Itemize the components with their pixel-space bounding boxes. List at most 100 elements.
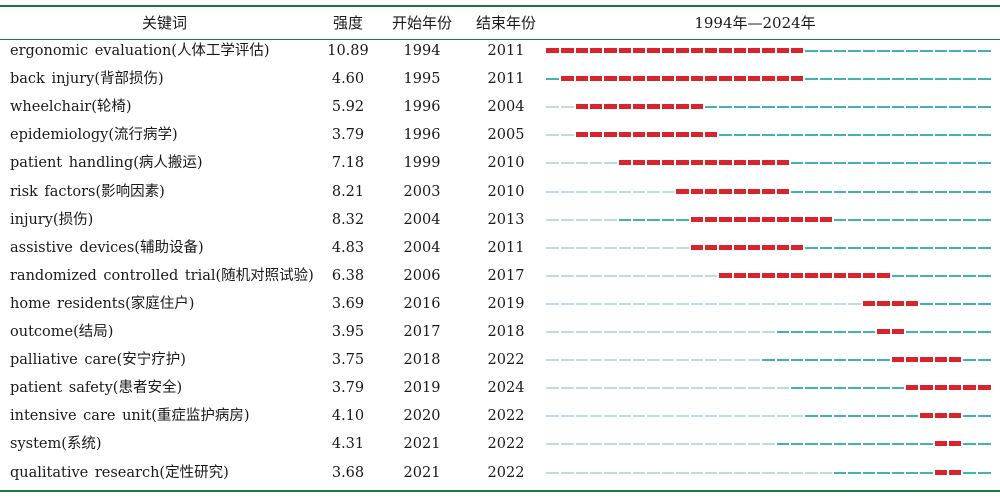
burst-timeline (546, 412, 991, 421)
year-divider (573, 356, 576, 365)
year-divider (774, 271, 777, 280)
strength-cell: 3.79 (331, 127, 365, 144)
burst-timeline (546, 243, 991, 252)
year-divider (975, 103, 978, 112)
year-divider (975, 215, 978, 224)
year-divider (688, 299, 691, 308)
year-divider (961, 356, 964, 365)
year-divider (889, 271, 892, 280)
year-divider (616, 356, 619, 365)
year-divider (932, 412, 935, 421)
year-divider (602, 103, 605, 112)
year-divider (659, 412, 662, 421)
begin-year-cell: 1994 (403, 43, 441, 59)
year-divider (961, 47, 964, 55)
year-divider (573, 328, 576, 336)
burst-timeline (546, 131, 991, 140)
year-divider (774, 328, 777, 336)
year-divider (588, 271, 591, 280)
year-divider (774, 384, 777, 393)
burst-timeline (546, 299, 991, 308)
year-divider (659, 75, 662, 84)
year-divider (645, 440, 648, 449)
year-divider (803, 103, 806, 112)
year-divider (846, 299, 849, 308)
end-year-cell: 2018 (487, 324, 525, 340)
year-divider (674, 159, 677, 168)
year-divider (961, 75, 964, 84)
year-divider (774, 215, 777, 224)
year-divider (846, 384, 849, 393)
year-divider (588, 47, 591, 55)
year-divider (918, 440, 921, 449)
year-divider (889, 215, 892, 224)
year-divider (659, 243, 662, 252)
year-divider (774, 440, 777, 449)
year-divider (946, 440, 949, 449)
year-divider (903, 271, 906, 280)
inactive-segment (546, 190, 676, 193)
year-divider (918, 468, 921, 477)
table-row: patient safety(患者安全) 3.79 2019 2024 (0, 374, 1000, 402)
year-divider (745, 243, 748, 252)
year-divider (875, 299, 878, 308)
year-divider (760, 215, 763, 224)
year-divider (803, 412, 806, 421)
year-divider (631, 75, 634, 84)
year-divider (918, 103, 921, 112)
strength-cell: 3.68 (331, 464, 365, 481)
year-divider (645, 299, 648, 308)
year-divider (674, 412, 677, 421)
begin-year-cell: 2021 (403, 464, 441, 481)
year-divider (760, 103, 763, 112)
year-divider (731, 440, 734, 449)
year-divider (789, 47, 792, 55)
year-divider (846, 131, 849, 140)
year-divider (573, 243, 576, 252)
year-divider (889, 356, 892, 365)
year-divider (559, 159, 562, 168)
year-divider (817, 159, 820, 168)
year-divider (588, 440, 591, 449)
year-divider (832, 215, 835, 224)
year-divider (860, 47, 863, 55)
year-divider (659, 131, 662, 140)
year-divider (932, 299, 935, 308)
year-divider (760, 243, 763, 252)
year-divider (602, 440, 605, 449)
year-divider (817, 215, 820, 224)
year-divider (860, 103, 863, 112)
active-segment (833, 471, 934, 474)
year-divider (745, 356, 748, 365)
year-divider (674, 243, 677, 252)
strength-cell: 3.79 (331, 380, 365, 397)
begin-year-cell: 2016 (403, 295, 441, 312)
year-divider (860, 468, 863, 477)
active-segment (775, 443, 934, 446)
year-divider (702, 47, 705, 55)
year-divider (903, 187, 906, 196)
year-divider (875, 271, 878, 280)
year-divider (846, 159, 849, 168)
burst-timeline (546, 384, 991, 393)
begin-year-cell: 2004 (403, 211, 441, 228)
year-divider (745, 412, 748, 421)
year-divider (745, 271, 748, 280)
table-row: injury(损伤) 8.32 2004 2013 (0, 206, 1000, 234)
year-divider (932, 159, 935, 168)
year-divider (631, 103, 634, 112)
year-divider (559, 412, 562, 421)
year-divider (645, 243, 648, 252)
year-divider (717, 75, 720, 84)
year-divider (731, 75, 734, 84)
year-divider (889, 299, 892, 308)
year-divider (889, 75, 892, 84)
year-divider (602, 412, 605, 421)
burst-timeline (546, 103, 991, 112)
year-divider (745, 131, 748, 140)
year-divider (559, 75, 562, 84)
year-divider (717, 328, 720, 336)
year-divider (745, 187, 748, 196)
year-divider (688, 103, 691, 112)
year-divider (674, 299, 677, 308)
